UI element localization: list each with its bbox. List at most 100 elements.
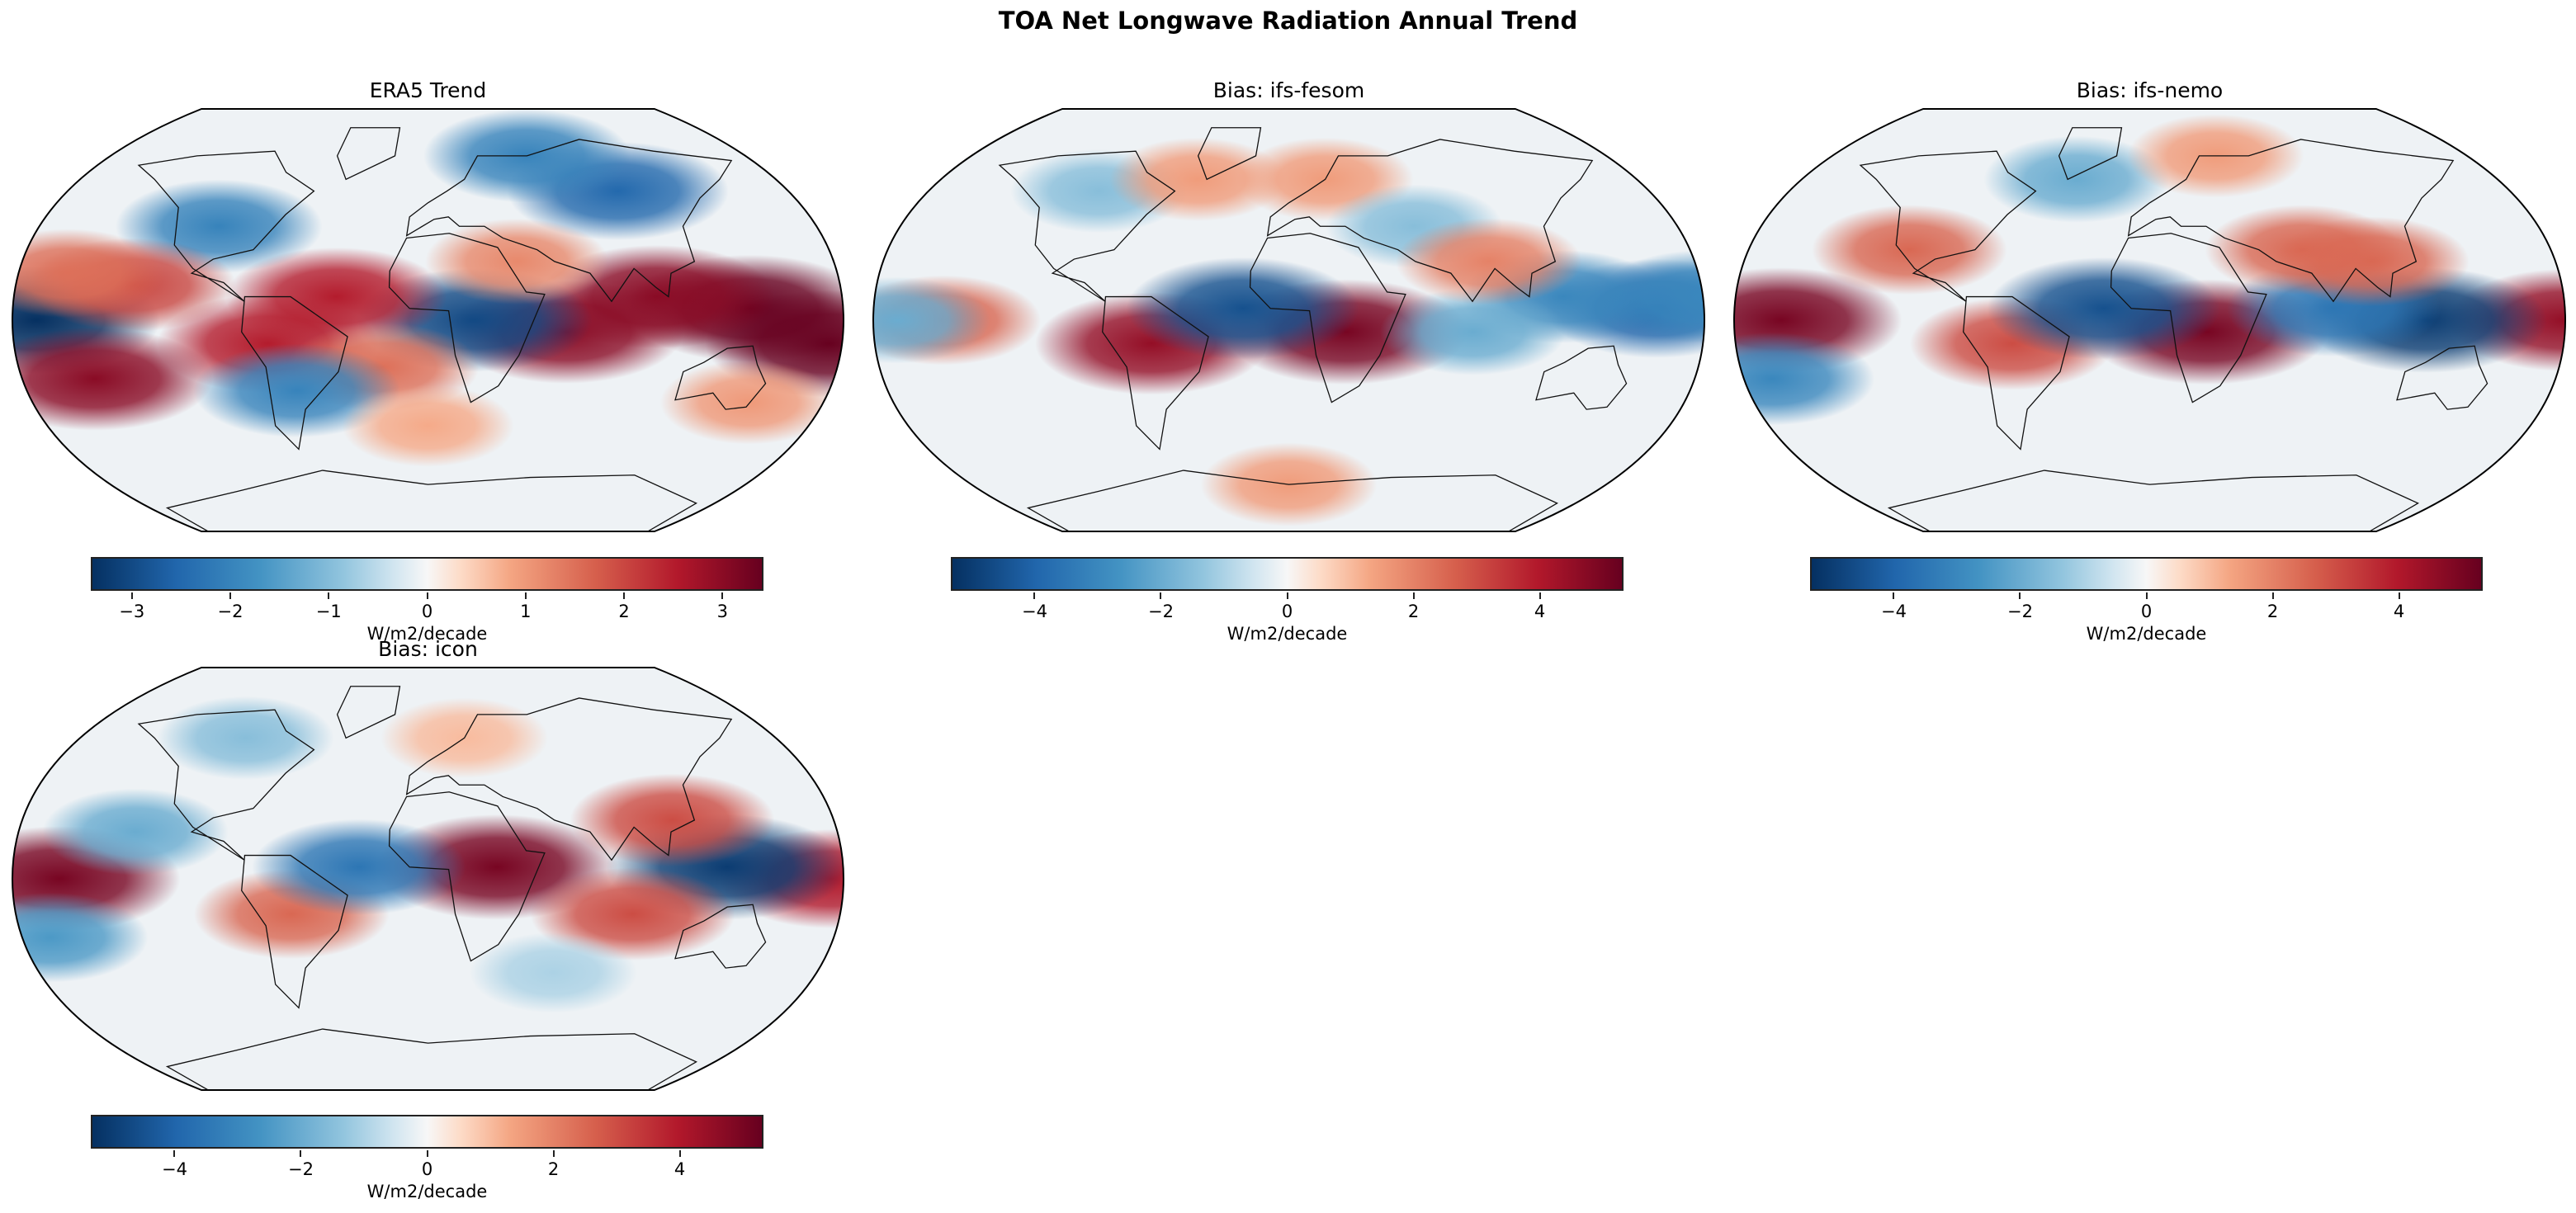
coastline xyxy=(165,1028,698,1090)
colorbar-tick-label: −2 xyxy=(217,602,243,621)
map-boundary xyxy=(12,667,844,1091)
trend-anomaly-blob xyxy=(2274,216,2470,307)
panel-title-icon: Bias: icon xyxy=(378,637,478,661)
colorbar-tick-label: 4 xyxy=(1534,602,1546,621)
coastline xyxy=(405,697,733,861)
colorbar-tick-label: −2 xyxy=(287,1159,314,1179)
colorbar-tick-label: 0 xyxy=(1281,602,1293,621)
colorbar-tick xyxy=(721,592,724,599)
trend-anomaly-blob xyxy=(1599,250,1704,343)
colorbar-tick xyxy=(328,592,330,599)
colorbar-ifs-nemo: −4 −2 0 2 4 xyxy=(1810,557,2483,621)
colorbar-tick xyxy=(2398,592,2400,599)
coastline xyxy=(241,854,348,1009)
coastline xyxy=(1026,470,1559,531)
coastline xyxy=(165,470,698,531)
colorbar-tick-label: −4 xyxy=(1880,602,1907,621)
colorbar-tick-label: 2 xyxy=(2266,602,2279,621)
colorbar-tick xyxy=(2019,592,2021,599)
colorbar-tick xyxy=(426,592,428,599)
colorbar-tick xyxy=(1160,592,1162,599)
coastline xyxy=(1963,295,2070,451)
colorbar-tick xyxy=(300,1150,302,1157)
trend-anomaly-blob xyxy=(873,276,990,364)
colorbar-tick xyxy=(623,592,626,599)
colorbar-tick-label: 2 xyxy=(1407,602,1420,621)
coastline xyxy=(336,127,401,181)
coastline xyxy=(388,791,546,962)
colorbar-tick xyxy=(1412,592,1415,599)
trend-anomaly-blob xyxy=(424,218,609,304)
coastline xyxy=(336,686,401,739)
trend-anomaly-blob xyxy=(470,932,637,1013)
trend-anomaly-blob xyxy=(12,327,213,431)
colorbar-tick-label: −4 xyxy=(1021,602,1047,621)
trend-anomaly-blob xyxy=(1395,218,1582,305)
trend-anomaly-blob xyxy=(1379,288,1567,375)
colorbar-ifs-fesom: −4 −2 0 2 4 xyxy=(951,557,1624,621)
colorbar-tick-label: −2 xyxy=(1147,602,1174,621)
coastline xyxy=(405,139,733,303)
colorbar-tick xyxy=(1893,592,1895,599)
panel-title-ifs-fesom: Bias: ifs-fesom xyxy=(1212,78,1365,102)
coastline xyxy=(1102,295,1209,451)
colorbar-tick-label: 4 xyxy=(2393,602,2405,621)
coastline xyxy=(1249,233,1406,404)
colorbar-tick xyxy=(552,1150,555,1157)
trend-anomaly-blob xyxy=(252,819,466,915)
trend-anomaly-blob xyxy=(12,892,149,983)
coastline xyxy=(674,904,767,969)
colorbar-tick xyxy=(2145,592,2148,599)
trend-anomaly-blob xyxy=(225,247,447,347)
trend-anomaly-blob xyxy=(1987,257,2220,360)
coastline xyxy=(388,233,546,404)
colorbar-era5: −3 −2 −1 0 1 2 3 xyxy=(91,557,763,621)
colorbar-tick-label: −2 xyxy=(2006,602,2033,621)
colorbar-tick xyxy=(524,592,527,599)
colorbar-tick xyxy=(173,1150,176,1157)
trend-anomaly-blob xyxy=(1812,205,2007,295)
colorbar-tick-label: 2 xyxy=(547,1159,560,1179)
coastline xyxy=(137,150,315,302)
colorbar-tick-label: −3 xyxy=(119,602,145,621)
trend-anomaly-blob xyxy=(42,788,229,876)
colorbar-tick xyxy=(678,1150,681,1157)
colorbar-tick xyxy=(1286,592,1288,599)
trend-anomaly-blob xyxy=(1734,332,1875,426)
trend-anomaly-blob xyxy=(342,385,514,467)
map-boundary xyxy=(872,108,1705,532)
coastline xyxy=(1535,345,1628,410)
colorbar-label-era5: W/m2/decade xyxy=(366,624,488,644)
colorbar-tick-label: 3 xyxy=(716,602,728,621)
map-icon xyxy=(12,667,844,1091)
trend-anomaly-blob xyxy=(1126,257,1359,360)
colorbar-tick-label: 1 xyxy=(520,602,532,621)
coastline xyxy=(2058,127,2123,181)
panel-title-ifs-nemo: Bias: ifs-nemo xyxy=(2076,78,2224,102)
colorbar-tick-label: 0 xyxy=(421,1159,433,1179)
colorbar-tick xyxy=(130,592,133,599)
map-boundary xyxy=(12,108,844,532)
colorbar-tick xyxy=(1033,592,1036,599)
coastline xyxy=(137,709,315,861)
map-boundary xyxy=(1733,108,2566,532)
trend-anomaly-blob xyxy=(659,360,839,445)
colorbar-label-ifs-nemo: W/m2/decade xyxy=(2086,624,2207,644)
coastline xyxy=(1859,150,2037,302)
colorbar-tick-label: 2 xyxy=(618,602,630,621)
colorbar-tick-label: 4 xyxy=(674,1159,686,1179)
map-ifs-fesom xyxy=(872,108,1705,532)
colorbar-icon: −4 −2 0 2 4 xyxy=(91,1115,763,1179)
colorbar-tick-label: −4 xyxy=(161,1159,187,1179)
coastline xyxy=(998,150,1176,302)
map-era5 xyxy=(12,108,844,532)
colorbar-label-icon: W/m2/decade xyxy=(366,1182,488,1201)
colorbar-tick xyxy=(229,592,231,599)
colorbar-tick xyxy=(426,1150,428,1157)
colorbar-tick-label: 0 xyxy=(421,602,433,621)
trend-anomaly-blob xyxy=(1109,137,1287,221)
trend-anomaly-blob xyxy=(570,773,775,867)
coastline xyxy=(2127,139,2455,303)
figure-title: TOA Net Longwave Radiation Annual Trend xyxy=(998,7,1578,35)
